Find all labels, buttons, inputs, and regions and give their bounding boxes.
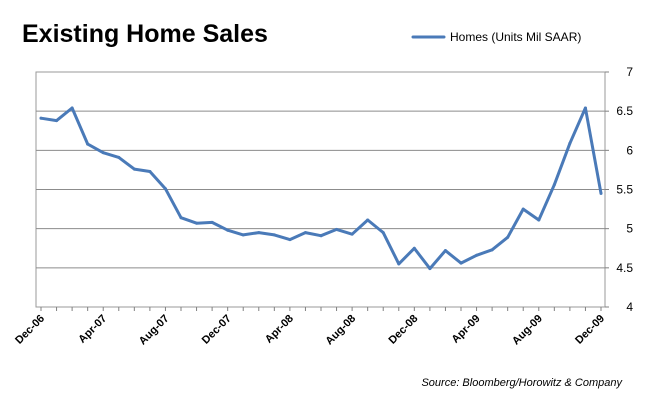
data-point	[210, 220, 214, 224]
data-point	[381, 231, 385, 235]
data-point	[568, 141, 572, 145]
data-point	[475, 253, 479, 257]
data-point	[599, 191, 603, 195]
data-point	[55, 119, 59, 123]
data-point	[521, 207, 525, 211]
x-tick-label: Dec-07	[200, 313, 234, 347]
x-tick-label: Apr-08	[263, 313, 296, 346]
data-point	[257, 231, 261, 235]
data-point	[428, 267, 432, 271]
y-tick-label: 4.5	[616, 261, 633, 275]
legend: Homes (Units Mil SAAR)	[411, 30, 581, 44]
chart-title: Existing Home Sales	[22, 20, 268, 48]
y-axis-ticks: 4 4.5 5 5.5 6 6.5 7	[605, 65, 633, 314]
x-tick-label: Dec-08	[386, 313, 420, 347]
data-point	[70, 106, 74, 110]
x-tick-label: Apr-09	[450, 313, 483, 346]
y-tick-label: 6	[626, 143, 633, 157]
data-point	[303, 231, 307, 235]
data-point	[148, 169, 152, 173]
x-tick-label: Aug-09	[510, 313, 545, 348]
x-tick-label: Dec-09	[573, 313, 607, 347]
data-point	[366, 218, 370, 222]
data-point	[39, 116, 43, 120]
data-point	[319, 234, 323, 238]
data-point	[537, 218, 541, 222]
data-point	[490, 248, 494, 252]
data-point	[397, 262, 401, 266]
data-point	[335, 227, 339, 231]
data-point	[443, 249, 447, 253]
x-tick-label: Dec-06	[13, 313, 47, 347]
data-point	[86, 142, 90, 146]
data-point	[132, 167, 136, 171]
data-point	[506, 235, 510, 239]
source-note: Source: Bloomberg/Horowitz & Company	[421, 377, 623, 389]
data-point	[226, 228, 230, 232]
data-point	[195, 221, 199, 225]
x-tick-label: Aug-07	[137, 313, 172, 348]
y-tick-label: 7	[626, 65, 633, 79]
legend-label: Homes (Units Mil SAAR)	[450, 30, 581, 44]
data-point	[459, 261, 463, 265]
series-group	[39, 106, 603, 271]
y-tick-label: 5	[626, 222, 633, 236]
data-point	[117, 155, 121, 159]
x-tick-label: Apr-07	[76, 313, 109, 346]
data-point	[241, 233, 245, 237]
data-point	[552, 183, 556, 187]
y-tick-label: 5.5	[616, 183, 633, 197]
gridlines	[36, 110, 605, 269]
data-point	[583, 106, 587, 110]
data-point	[412, 246, 416, 250]
data-point	[163, 187, 167, 191]
y-tick-label: 4	[626, 300, 633, 314]
data-point	[350, 232, 354, 236]
data-point	[179, 216, 183, 220]
data-point	[272, 233, 276, 237]
data-point	[101, 151, 105, 155]
y-tick-label: 6.5	[616, 104, 633, 118]
data-point	[288, 238, 292, 242]
x-tick-label: Aug-08	[323, 313, 358, 348]
x-axis-ticks: Dec-06 Apr-07 Aug-07 Dec-07 Apr-08 Aug-08 Dec-…	[13, 307, 607, 347]
